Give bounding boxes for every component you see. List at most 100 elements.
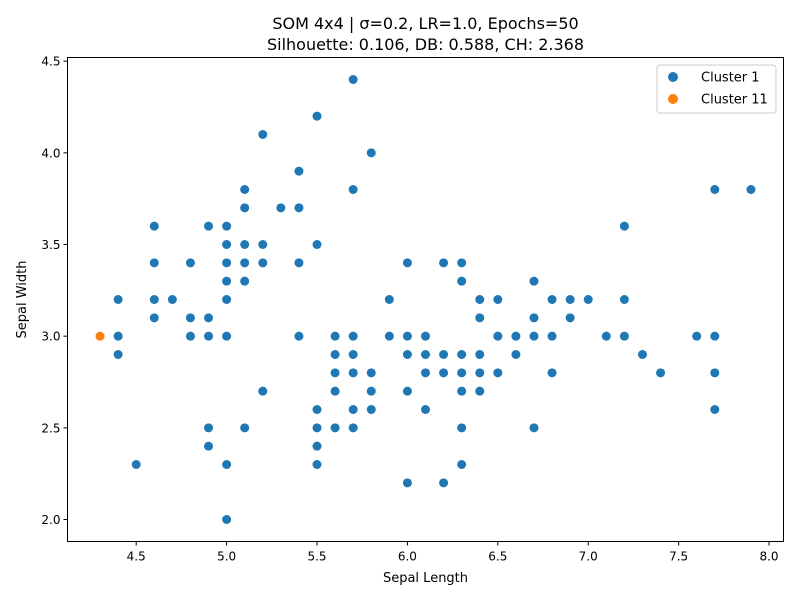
data-point-cluster-1 (240, 203, 250, 213)
data-point-cluster-1 (457, 368, 467, 378)
data-point-cluster-1 (439, 478, 449, 488)
data-point-cluster-1 (204, 313, 214, 323)
data-point-cluster-1 (204, 441, 214, 451)
data-point-cluster-1 (167, 295, 177, 304)
data-point-cluster-1 (529, 423, 539, 433)
data-point-cluster-1 (222, 331, 232, 341)
data-point-cluster-1 (185, 258, 195, 268)
data-point-cluster-1 (366, 368, 376, 378)
data-point-cluster-1 (511, 331, 521, 341)
data-point-cluster-1 (565, 295, 575, 304)
legend-label-cluster-1: Cluster 1 (701, 71, 760, 86)
data-point-cluster-1 (330, 331, 340, 341)
x-tick-label: 6.0 (398, 550, 417, 564)
y-tick-label: 3.5 (41, 238, 60, 252)
data-point-cluster-1 (131, 460, 141, 469)
data-point-cluster-1 (204, 331, 214, 341)
data-point-cluster-1 (439, 368, 449, 378)
data-point-cluster-1 (348, 75, 358, 84)
data-point-cluster-1 (457, 460, 467, 469)
data-point-cluster-1 (601, 331, 611, 341)
data-point-cluster-1 (547, 331, 557, 341)
data-point-cluster-1 (421, 331, 430, 341)
data-point-cluster-1 (222, 460, 232, 469)
data-point-cluster-1 (475, 350, 485, 359)
data-point-cluster-11 (95, 331, 105, 341)
data-point-cluster-1 (511, 350, 521, 359)
data-point-cluster-1 (637, 350, 647, 359)
y-tick-label: 2.0 (41, 513, 60, 527)
data-point-cluster-1 (149, 295, 159, 304)
data-point-cluster-1 (457, 423, 467, 433)
x-tick-label: 4.5 (127, 550, 146, 564)
y-tick-label: 4.0 (41, 146, 60, 160)
data-point-cluster-1 (384, 295, 394, 304)
data-point-cluster-1 (113, 295, 123, 304)
y-tick-label: 3.0 (41, 330, 60, 344)
y-tick-label: 4.5 (41, 55, 60, 69)
data-point-cluster-1 (312, 405, 322, 414)
plot-frame (67, 57, 784, 542)
data-point-cluster-1 (366, 405, 376, 414)
data-point-cluster-1 (312, 423, 322, 433)
data-point-cluster-1 (222, 295, 232, 304)
data-point-cluster-1 (366, 148, 376, 158)
data-point-cluster-1 (348, 405, 358, 414)
legend-box (656, 64, 777, 114)
data-point-cluster-1 (312, 460, 322, 469)
data-point-cluster-1 (240, 258, 250, 268)
data-point-cluster-1 (475, 313, 485, 323)
x-tick-label: 5.0 (217, 550, 236, 564)
data-point-cluster-1 (475, 295, 485, 304)
data-point-cluster-1 (439, 258, 449, 268)
chart-title-line2: Silhouette: 0.106, DB: 0.588, CH: 2.368 (267, 35, 584, 54)
data-point-cluster-1 (619, 295, 629, 304)
data-point-cluster-1 (149, 313, 159, 323)
data-point-cluster-1 (439, 350, 449, 359)
data-point-cluster-1 (330, 386, 340, 396)
x-tick-label: 8.0 (759, 550, 778, 564)
data-point-cluster-1 (312, 441, 322, 451)
data-point-cluster-1 (457, 386, 467, 396)
data-point-cluster-1 (330, 368, 340, 378)
data-point-cluster-1 (493, 331, 503, 341)
x-axis-ticks: 4.5 5.0 5.5 6.0 6.5 7.0 7.5 8.0 (127, 541, 779, 564)
x-tick-label: 7.0 (579, 550, 598, 564)
data-point-cluster-1 (222, 276, 232, 286)
legend-marker-cluster-1 (668, 72, 678, 82)
legend: Cluster 1 Cluster 11 (656, 64, 777, 114)
data-point-cluster-1 (294, 258, 304, 268)
data-point-cluster-1 (113, 350, 123, 359)
data-point-cluster-1 (149, 258, 159, 268)
data-point-cluster-1 (222, 221, 232, 231)
data-point-cluster-1 (294, 166, 304, 176)
data-point-cluster-1 (493, 295, 503, 304)
data-point-cluster-1 (348, 185, 358, 194)
data-point-cluster-1 (348, 331, 358, 341)
data-point-cluster-1 (619, 331, 629, 341)
x-tick-label: 7.5 (669, 550, 688, 564)
data-point-cluster-1 (457, 258, 467, 268)
data-point-cluster-1 (457, 350, 467, 359)
data-point-cluster-1 (746, 185, 756, 194)
data-point-cluster-1 (710, 368, 720, 378)
data-point-cluster-1 (185, 313, 195, 323)
x-axis-label: Sepal Length (383, 571, 468, 586)
data-point-cluster-1 (529, 331, 539, 341)
data-point-cluster-1 (258, 258, 268, 268)
data-point-cluster-1 (710, 185, 720, 194)
data-point-cluster-1 (547, 295, 557, 304)
data-point-cluster-1 (113, 331, 123, 341)
chart-title-line1: SOM 4x4 | σ=0.2, LR=1.0, Epochs=50 (272, 14, 578, 33)
data-point-cluster-1 (240, 423, 250, 433)
y-tick-label: 2.5 (41, 421, 60, 435)
y-axis-ticks: 2.0 2.5 3.0 3.5 4.0 4.5 (41, 55, 68, 527)
data-point-cluster-1 (366, 386, 376, 396)
data-point-cluster-1 (312, 111, 322, 121)
data-point-cluster-1 (348, 368, 358, 378)
data-point-cluster-1 (619, 221, 629, 231)
data-point-cluster-1 (475, 368, 485, 378)
data-point-cluster-1 (710, 405, 720, 414)
data-point-cluster-1 (656, 368, 666, 378)
